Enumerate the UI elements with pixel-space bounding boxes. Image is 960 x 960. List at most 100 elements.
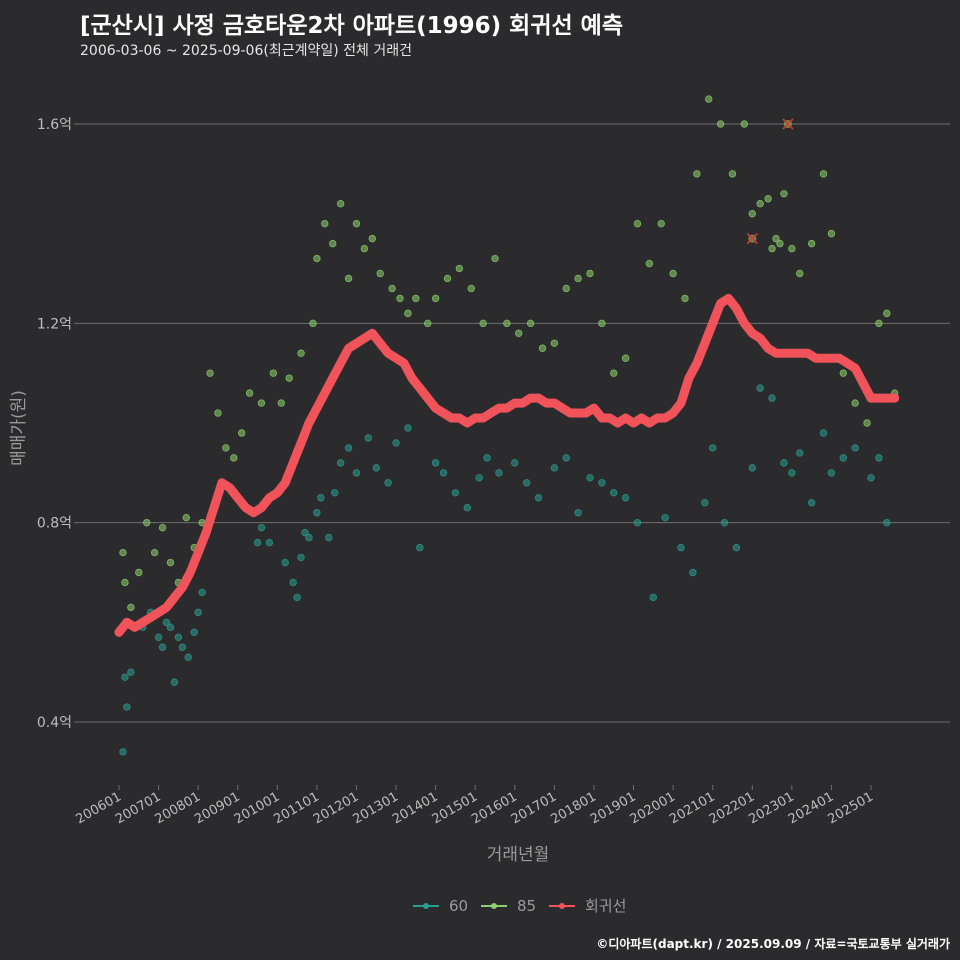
- legend-marker: [559, 903, 565, 909]
- legend: 60 85 회귀선: [413, 897, 626, 915]
- data-point-85: [748, 209, 756, 218]
- data-point-85: [780, 190, 788, 198]
- data-point-60: [121, 673, 129, 681]
- data-point-60: [708, 444, 717, 452]
- data-point-85: [455, 264, 464, 273]
- y-axis-title: 매매가(원): [9, 390, 29, 466]
- data-point-60: [384, 479, 392, 487]
- data-point-85: [309, 319, 317, 328]
- data-point-60: [522, 479, 531, 487]
- data-point-85: [728, 170, 737, 178]
- data-point-85: [863, 419, 871, 427]
- data-point-85: [237, 429, 246, 437]
- data-point-85: [705, 95, 713, 103]
- data-point-85: [574, 274, 582, 283]
- data-point-60: [748, 464, 756, 472]
- data-point-60: [701, 499, 709, 507]
- data-point-60: [305, 533, 313, 542]
- data-point-60: [289, 578, 297, 587]
- data-point-60: [190, 628, 198, 636]
- data-point-85: [119, 548, 127, 557]
- outlier-cross: [746, 233, 758, 245]
- data-point-85: [376, 269, 384, 278]
- data-point-85: [396, 294, 404, 303]
- outlier-cross: [782, 118, 794, 130]
- data-point-85: [657, 219, 665, 228]
- data-point-85: [368, 234, 377, 243]
- data-point-85: [404, 309, 412, 318]
- legend-marker: [491, 903, 497, 909]
- data-point-85: [360, 244, 369, 253]
- scatter-points: [119, 95, 899, 756]
- data-point-60: [158, 643, 167, 651]
- data-point-85: [851, 399, 859, 407]
- data-point-85: [598, 319, 606, 328]
- y-tick-label: 1.2억: [37, 316, 72, 332]
- data-point-85: [257, 399, 266, 407]
- data-point-60: [598, 479, 606, 487]
- data-point-85: [515, 329, 523, 337]
- data-point-60: [364, 434, 373, 442]
- outlier-markers: [746, 118, 794, 245]
- data-point-60: [392, 439, 400, 447]
- data-point-85: [645, 259, 654, 268]
- data-point-60: [194, 608, 202, 617]
- data-point-60: [297, 553, 305, 562]
- grid-lines: [78, 123, 950, 723]
- data-point-60: [875, 454, 883, 462]
- source-caption: ©디아파트(dapt.kr) / 2025.09.09 / 자료=국토교통부 실…: [596, 937, 950, 951]
- data-point-60: [170, 678, 179, 686]
- y-tick-label: 1.6억: [37, 117, 72, 133]
- data-point-60: [439, 469, 448, 477]
- data-point-60: [819, 429, 828, 437]
- data-point-60: [404, 424, 412, 432]
- data-point-85: [610, 369, 618, 377]
- data-point-85: [230, 454, 238, 462]
- data-point-85: [467, 284, 475, 293]
- data-point-60: [756, 384, 764, 392]
- data-point-85: [285, 374, 293, 382]
- y-tick-label: 0.4억: [37, 715, 72, 731]
- legend-label: 회귀선: [585, 897, 626, 915]
- data-point-60: [689, 568, 697, 577]
- data-point-85: [313, 254, 321, 263]
- data-point-85: [479, 319, 487, 328]
- data-point-85: [796, 269, 804, 278]
- data-point-60: [851, 444, 859, 452]
- data-point-60: [431, 459, 440, 467]
- data-point-60: [867, 474, 875, 482]
- data-point-85: [550, 339, 559, 347]
- data-point-60: [633, 518, 642, 527]
- data-point-85: [716, 120, 725, 128]
- data-point-85: [166, 558, 175, 567]
- data-point-60: [154, 633, 163, 641]
- data-point-60: [511, 459, 519, 467]
- data-point-60: [313, 509, 321, 517]
- data-point-60: [317, 494, 325, 502]
- data-point-85: [526, 319, 535, 328]
- data-point-85: [127, 603, 135, 612]
- data-point-85: [431, 294, 440, 303]
- data-point-85: [158, 523, 167, 532]
- data-point-85: [503, 319, 511, 328]
- data-point-85: [222, 444, 230, 452]
- x-axis-ticks: 2006012007012008012009012010012011012012…: [74, 785, 876, 827]
- data-point-60: [372, 464, 380, 472]
- data-point-85: [424, 319, 432, 328]
- data-point-85: [329, 239, 337, 248]
- x-axis-title: 거래년월: [487, 845, 550, 865]
- data-point-60: [827, 469, 836, 477]
- legend-label: 85: [517, 897, 536, 915]
- data-point-60: [331, 489, 339, 497]
- data-point-60: [184, 653, 192, 661]
- data-point-60: [281, 558, 289, 567]
- data-point-60: [162, 618, 171, 627]
- data-point-60: [293, 593, 301, 602]
- data-point-85: [388, 284, 396, 293]
- data-point-60: [534, 494, 543, 502]
- y-tick-label: 0.8억: [37, 516, 72, 532]
- data-point-85: [344, 274, 353, 283]
- data-point-60: [174, 633, 183, 641]
- data-point-60: [610, 489, 618, 497]
